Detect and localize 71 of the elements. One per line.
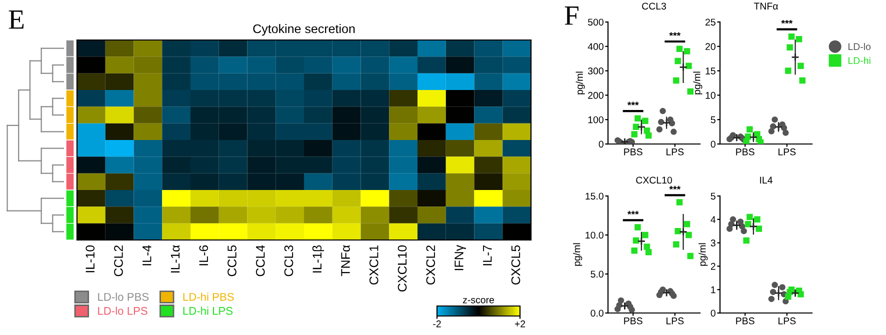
annotation: *** bbox=[669, 186, 681, 190]
chart-title: TNFα bbox=[754, 2, 778, 10]
y-tick-label: 10.0 bbox=[586, 232, 604, 239]
x-tick-label: TNFα bbox=[341, 245, 350, 276]
y-tick-label: 200 bbox=[588, 92, 604, 99]
y-tick-label: 5.0 bbox=[590, 270, 604, 278]
x-tick-label: LPS bbox=[666, 148, 684, 156]
x-tick-label: CCL4 bbox=[256, 245, 265, 276]
annotation: *** bbox=[669, 32, 681, 36]
x-tick-label: CXCL1 bbox=[369, 245, 378, 285]
chart-title: CXCL10 bbox=[636, 176, 672, 184]
y-tick-label: 20 bbox=[706, 43, 716, 50]
chart-title: Cytokine secretion bbox=[253, 24, 355, 36]
x-tick-label: LPS bbox=[778, 317, 796, 324]
x-tick-label: CXCL2 bbox=[426, 245, 436, 285]
annotation: *** bbox=[627, 210, 639, 215]
x-tick-label: CCL2 bbox=[114, 245, 123, 276]
x-tick-label: IL-4 bbox=[142, 245, 152, 266]
chart-title: CCL3 bbox=[642, 2, 666, 10]
legend-label: LD-hi bbox=[848, 56, 870, 64]
x-tick-label: IL-7 bbox=[483, 245, 492, 266]
y-tick-label: 2 bbox=[710, 262, 716, 270]
text: LD-lo LPS bbox=[98, 306, 148, 315]
x-tick-label: PBS bbox=[624, 148, 642, 156]
y-tick-label: 0 bbox=[598, 140, 604, 148]
y-tick-label: 5 bbox=[710, 116, 716, 124]
y-tick-label: 25 bbox=[706, 18, 716, 26]
text: F bbox=[564, 6, 578, 25]
y-tick-label: 0 bbox=[710, 140, 716, 148]
y-tick-label: 15 bbox=[706, 68, 716, 74]
text: LD-hi LPS bbox=[183, 306, 233, 315]
y-tick-label: 15.0 bbox=[586, 192, 604, 200]
color-bar-label: -2 bbox=[433, 320, 441, 328]
x-tick-label: PBS bbox=[736, 317, 754, 324]
x-tick-label: LPS bbox=[666, 317, 684, 324]
y-tick-label: 5 bbox=[710, 192, 716, 200]
y-tick-label: 400 bbox=[588, 43, 604, 50]
y-tick-label: 10 bbox=[706, 92, 716, 99]
y-tick-label: 300 bbox=[588, 68, 604, 74]
legend-label: LD-lo bbox=[848, 42, 871, 50]
y-tick-label: 3 bbox=[710, 240, 716, 246]
y-tick-label: 500 bbox=[588, 18, 604, 26]
y-tick-label: 100 bbox=[588, 116, 604, 124]
chart-title: IL4 bbox=[760, 176, 772, 184]
y-tick-label: 1 bbox=[711, 286, 716, 294]
x-tick-label: IL-1β bbox=[312, 245, 324, 272]
y-tick-label: 4 bbox=[710, 216, 716, 223]
y-tick-label: 0.0 bbox=[590, 310, 604, 317]
x-tick-label: PBS bbox=[736, 148, 754, 156]
y-axis-title: pg/ml bbox=[573, 243, 582, 266]
x-tick-label: LPS bbox=[778, 148, 796, 156]
text: LD-lo PBS bbox=[98, 292, 149, 301]
annotation: *** bbox=[781, 20, 793, 24]
text: LD-hi PBS bbox=[183, 292, 234, 301]
x-tick-label: CCL3 bbox=[284, 245, 294, 276]
text: E bbox=[8, 10, 24, 29]
x-tick-label: CXCL10 bbox=[398, 245, 407, 292]
x-tick-label: IL-1α bbox=[170, 245, 180, 272]
y-axis-title: pg/ml bbox=[576, 72, 585, 94]
x-tick-label: PBS bbox=[624, 317, 642, 324]
y-tick-label: 0 bbox=[710, 310, 716, 317]
x-tick-label: IL-6 bbox=[199, 245, 208, 266]
x-tick-label: IL-10 bbox=[86, 245, 95, 272]
y-axis-title: pg/ml bbox=[698, 243, 708, 266]
x-tick-label: CCL5 bbox=[228, 245, 236, 276]
color-bar-title: z-score bbox=[462, 298, 494, 304]
annotation: *** bbox=[627, 102, 639, 106]
y-axis-title: pg/ml bbox=[693, 72, 702, 94]
color-bar-label: +2 bbox=[514, 320, 526, 328]
x-tick-label: CXCL5 bbox=[511, 245, 520, 285]
x-tick-label: IFNγ bbox=[454, 244, 466, 270]
